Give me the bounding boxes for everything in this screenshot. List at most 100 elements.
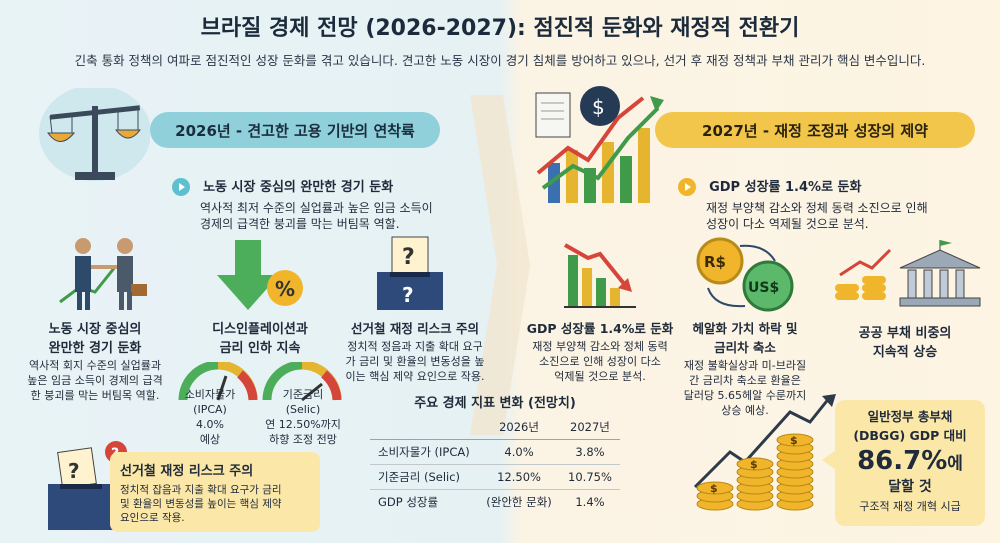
right-col2-l4: 상승 예상. [721, 403, 769, 417]
left-col3-title: 선거철 재정 리스크 주의 [350, 321, 480, 336]
right-col2-title1: 헤알화 가치 하락 및 [692, 321, 798, 336]
table-cell: 기준금리 (Selic) [370, 464, 479, 490]
table-row: 기준금리 (Selic) 12.50% 10.75% [370, 464, 620, 490]
debt-card: 일반정부 총부채 (DBGG) GDP 대비 86.7%에 달할 것 구조적 재… [835, 400, 985, 526]
gauge-selic-icon [262, 362, 342, 402]
left-col1-l3: 한 붕괴를 막는 버팀목 역할. [30, 388, 160, 402]
table-cell: 12.50% [478, 464, 560, 490]
brl-coin-icon: R$ [704, 253, 726, 271]
risk-l3: 요인으로 작용. [120, 512, 185, 525]
debt-l4: 구조적 재정 개혁 시급 [859, 500, 961, 513]
table-title: 주요 경제 지표 변화 (전망치) [414, 396, 576, 411]
right-col3-title2: 지속적 상승 [872, 345, 938, 360]
table-cell: 10.75% [559, 464, 620, 490]
left-col2-title2: 금리 인하 지속 [219, 341, 301, 356]
left-col2: 디스인플레이션과 금리 인하 지속 [190, 318, 330, 356]
right-intro: GDP 성장률 1.4%로 둔화 재정 부양책 감소와 정체 동력 소진으로 인… [678, 176, 978, 232]
gauge-selic-l3: 연 12.50%까지 [265, 417, 341, 431]
page-title: 브라질 경제 전망 (2026-2027): 점진적 둔화와 재정적 전환기 [200, 16, 800, 41]
left-col3-l2: 가 금리 및 환율의 변동성을 높 [345, 354, 485, 368]
svg-text:$: $ [592, 95, 605, 119]
left-col1: 노동 시장 중심의 완만한 경기 둔화 역사적 회지 수준의 실업률과 높은 임… [20, 318, 170, 404]
government-building-icon [835, 240, 981, 307]
gauge-ipca-icon [178, 362, 258, 401]
left-col2-title1: 디스인플레이션과 [212, 322, 308, 337]
gauge-ipca-label: 소비자물가 (IPCA) 4.0% 예상 [180, 388, 240, 447]
exchange-coins-icon: R$ US$ [696, 237, 794, 312]
left-intro-line2: 경제의 급격한 붕괴를 막는 버팀목 역할. [200, 216, 400, 231]
debt-l1: 일반정부 총부채 [867, 409, 953, 424]
right-col1-l2: 소진으로 인해 성장이 다소 [539, 354, 661, 368]
risk-card: 선거철 재정 리스크 주의 정치적 잡음과 지출 확대 요구가 금리 및 환율의… [110, 452, 320, 532]
ballot-mark: ? [402, 245, 415, 270]
table-cell: (완안한 문화) [486, 495, 552, 509]
debt-l2: (DBGG) GDP 대비 [853, 428, 967, 443]
debt-card-pointer [822, 450, 836, 470]
ballot-mark-2: ? [402, 283, 414, 307]
debt-l3: 달할 것 [888, 479, 932, 495]
banner-2026: 2026년 - 견고한 고용 기반의 연착륙 [150, 112, 440, 148]
right-col3-title1: 공공 부채 비중의 [858, 326, 952, 341]
right-intro-line1: 재정 부양책 감소와 정체 동력 소진으로 인해 [706, 200, 928, 215]
debt-suffix: 에 [947, 454, 963, 474]
right-col1: GDP 성장률 1.4%로 둔화 재정 부양책 감소와 정체 동력 소진으로 인… [520, 318, 680, 385]
table-cell: 1.4% [575, 495, 605, 509]
handshake-icon [59, 238, 147, 310]
indicator-table: 주요 경제 지표 변화 (전망치) 2026년 2027년 소비자물가 (IPC… [370, 392, 620, 514]
decline-chart-icon [564, 243, 636, 308]
left-col1-title2: 완만한 경기 둔화 [48, 341, 142, 356]
left-col3-l1: 정치적 정음과 지출 확대 요구 [347, 340, 483, 353]
gauge-ipca-l4: 예상 [199, 432, 221, 446]
right-col1-l1: 재정 부양책 감소와 정체 동력 [532, 340, 668, 353]
left-intro-title: 노동 시장 중심의 완만한 경기 둔화 [203, 180, 394, 195]
table-cell: GDP 성장률 [378, 495, 439, 509]
risk-title: 선거철 재정 리스크 주의 [120, 464, 254, 479]
percent-icon: % [275, 277, 295, 301]
table-header: 2026년 [478, 415, 560, 440]
play-icon [172, 177, 190, 196]
right-col2-l1: 재정 불확실상과 미-브라질 [683, 359, 807, 372]
left-col1-l2: 높은 임금 소득이 경제의 급격 [27, 373, 163, 387]
gauge-ipca-l1: 소비자물가 [184, 388, 236, 401]
gauge-ipca-l3: 4.0% [196, 417, 224, 431]
banner-2027: 2027년 - 재정 조정과 성장의 제약 [655, 112, 975, 148]
left-intro: 노동 시장 중심의 완만한 경기 둔화 역사적 최저 수준의 실업률과 높은 임… [172, 176, 472, 232]
table-row: 소비자물가 (IPCA) 4.0% 3.8% [370, 439, 620, 465]
left-intro-line1: 역사적 최저 수준의 실업률과 높은 임금 소득이 [200, 200, 433, 215]
risk-l2: 및 환율의 변동성를 높이는 핵심 제약 [120, 498, 282, 511]
table-cell: 3.8% [559, 439, 620, 465]
gauge-selic-l4: 하향 조정 전망 [269, 432, 337, 446]
right-col2-l3: 달러당 5.65헤알 수룬까지 [683, 388, 807, 402]
page-subtitle: 긴축 통화 정책의 여파로 점진적인 성장 둔화를 겪고 있습니다. 견고한 노… [74, 53, 926, 68]
down-arrow-icon: % [217, 240, 303, 310]
left-col3-l3: 이는 핵심 제약 요인으로 작용. [345, 369, 485, 383]
table-cell: 4.0% [478, 439, 560, 465]
right-col2: 헤알화 가치 하락 및 금리차 축소 재정 불확실상과 미-브라질 간 금리차 … [675, 318, 815, 418]
right-col3: 공공 부채 비중의 지속적 상승 [825, 322, 985, 360]
table-header: 2027년 [559, 415, 620, 440]
debt-value: 86.7% [857, 446, 948, 476]
gauge-selic-l2: (Selic) [285, 402, 321, 416]
dollar-icon: $ [710, 482, 718, 495]
risk-l1: 정치적 잡음과 지출 확대 요구가 금리 [120, 484, 282, 496]
growth-chart-icon: $ [535, 86, 664, 203]
play-icon [678, 177, 696, 196]
ballot-box-icon: ? ? [377, 236, 443, 310]
risk-mark-2: ? [68, 459, 80, 483]
gauge-ipca-l2: (IPCA) [193, 402, 227, 416]
right-col1-l3: 억제될 것으로 분석. [554, 369, 646, 383]
dollar-icon: $ [750, 458, 758, 471]
right-col2-title2: 금리차 축소 [714, 340, 776, 355]
table-cell: 소비자물가 (IPCA) [370, 439, 479, 465]
right-col1-title: GDP 성장률 1.4%로 둔화 [526, 321, 674, 336]
left-col3: 선거철 재정 리스크 주의 정치적 정음과 지출 확대 요구 가 금리 및 환율… [345, 318, 485, 385]
gauge-selic-label: 기준금리 (Selic) 연 12.50%까지 하향 조정 전망 [255, 388, 351, 447]
right-intro-title: GDP 성장률 1.4%로 둔화 [709, 180, 862, 195]
left-col1-title1: 노동 시장 중심의 [48, 322, 142, 337]
right-intro-line2: 성장이 다소 역제될 것으로 분석. [706, 216, 869, 231]
table-row: GDP 성장률 (완안한 문화) 1.4% [370, 490, 620, 515]
table-header [370, 415, 479, 440]
gauge-selic-l1: 기준금리 [282, 388, 324, 401]
right-col2-l2: 간 금리차 축소로 환율은 [689, 373, 801, 387]
usd-coin-icon: US$ [748, 280, 779, 296]
